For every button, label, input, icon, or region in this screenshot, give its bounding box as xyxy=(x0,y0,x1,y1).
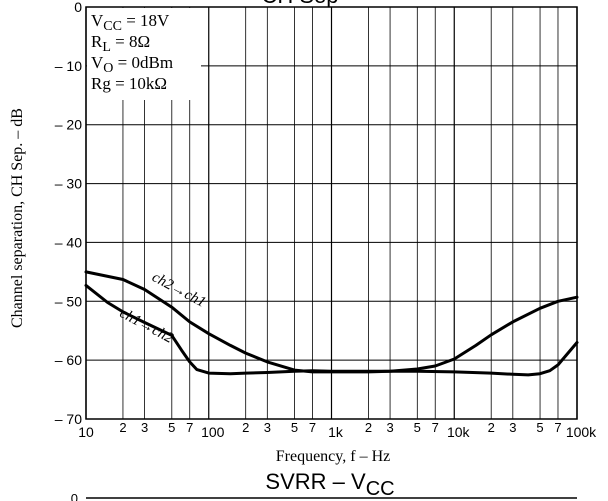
x-tick-label-minor: 2 xyxy=(242,420,249,435)
bottom-title-main: SVRR – V xyxy=(265,469,366,494)
x-tick-label-major: 10k xyxy=(447,424,471,440)
conditions-box xyxy=(87,8,201,100)
bottom-title-sub: CC xyxy=(366,478,395,500)
x-tick-label-minor: 2 xyxy=(119,420,126,435)
condition-line: RL = 8Ω xyxy=(91,32,150,55)
y-tick-label: 0 xyxy=(74,0,82,15)
series-line-ch1-to-ch2 xyxy=(84,283,579,377)
bottom-chart-title: SVRR – VCC xyxy=(265,469,394,500)
x-tick-label-minor: 3 xyxy=(264,420,271,435)
x-tick-label-minor: 5 xyxy=(168,420,175,435)
x-tick-label-minor: 5 xyxy=(291,420,298,435)
header-text: CH Sep xyxy=(261,0,338,8)
x-tick-label-minor: 3 xyxy=(509,420,516,435)
y-tick-labels: 0 – 10 – 20 – 30 – 40 – 50 – 60 – 70 xyxy=(55,0,82,427)
x-tick-label-major: 10 xyxy=(78,424,94,440)
y-tick-label: – 40 xyxy=(55,234,82,250)
curve-label: ch1→ch2 xyxy=(117,305,176,347)
y-tick-label: – 10 xyxy=(55,58,82,74)
x-tick-label-minor: 2 xyxy=(488,420,495,435)
condition-line: VO = 0dBm xyxy=(91,53,173,76)
x-tick-label-minor: 3 xyxy=(141,420,148,435)
x-tick-label-major: 1k xyxy=(328,424,344,440)
x-tick-label-minor: 2 xyxy=(365,420,372,435)
series-lines xyxy=(84,270,579,377)
x-tick-label-minor: 7 xyxy=(186,420,193,435)
x-tick-label-minor: 7 xyxy=(554,420,561,435)
y-tick-label: – 60 xyxy=(55,352,82,368)
x-tick-label-minor: 7 xyxy=(309,420,316,435)
y-axis-label: Channel separation, CH Sep. – dB xyxy=(9,108,26,328)
bottom-axis-zero: 0 xyxy=(71,491,78,501)
x-tick-label-major: 100 xyxy=(201,424,225,440)
plot-frame xyxy=(85,6,578,420)
curve-label: ch2→ch1 xyxy=(149,269,208,311)
x-tick-label-major: 100k xyxy=(566,424,597,440)
condition-line: Rg = 10kΩ xyxy=(91,74,167,93)
x-tick-label-minor: 5 xyxy=(536,420,543,435)
x-tick-label-minor: 5 xyxy=(414,420,421,435)
y-tick-label: – 70 xyxy=(55,411,82,427)
y-tick-label: – 50 xyxy=(55,293,82,309)
x-tick-label-minor: 3 xyxy=(386,420,393,435)
condition-line: VCC = 18V xyxy=(91,11,170,34)
x-axis-label: Frequency, f – Hz xyxy=(276,448,390,465)
y-tick-label: – 30 xyxy=(55,176,82,192)
x-tick-label-minor: 7 xyxy=(432,420,439,435)
y-tick-label: – 20 xyxy=(55,117,82,133)
